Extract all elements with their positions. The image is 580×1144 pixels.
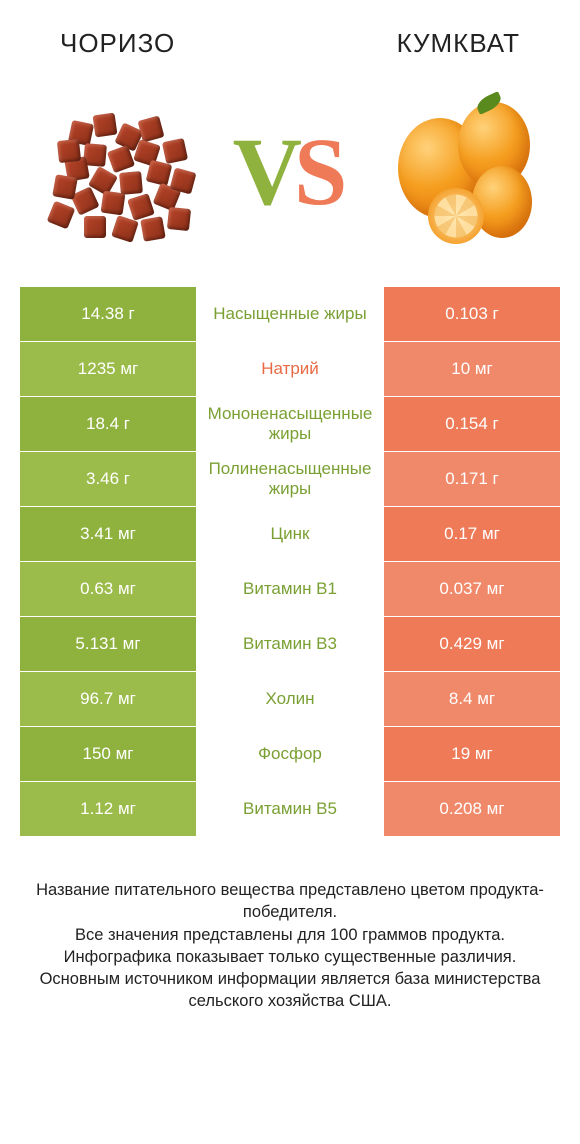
nutrient-name: Мононенасыщенные жиры [196,397,384,451]
table-row: 150 мгФосфор19 мг [20,727,560,782]
footer-line: Название питательного вещества представл… [26,879,554,924]
nutrient-name: Витамин B1 [196,562,384,616]
nutrient-name: Цинк [196,507,384,561]
left-value: 1235 мг [20,342,196,396]
right-value: 0.037 мг [384,562,560,616]
left-value: 150 мг [20,727,196,781]
table-row: 1.12 мгВитамин B50.208 мг [20,782,560,837]
footer-line: Инфографика показывает только существенн… [26,946,554,968]
vs-v-letter: V [233,124,302,220]
left-value: 14.38 г [20,287,196,341]
left-value: 5.131 мг [20,617,196,671]
footer-notes: Название питательного вещества представл… [0,837,580,1013]
left-food-title: ЧОРИЗО [60,28,175,59]
right-value: 0.154 г [384,397,560,451]
left-value: 18.4 г [20,397,196,451]
nutrient-name: Насыщенные жиры [196,287,384,341]
right-value: 0.103 г [384,287,560,341]
left-value: 1.12 мг [20,782,196,836]
right-value: 10 мг [384,342,560,396]
table-row: 96.7 мгХолин8.4 мг [20,672,560,727]
table-row: 5.131 мгВитамин B30.429 мг [20,617,560,672]
footer-line: Все значения представлены для 100 граммо… [26,924,554,946]
right-value: 19 мг [384,727,560,781]
table-row: 18.4 гМононенасыщенные жиры0.154 г [20,397,560,452]
table-row: 1235 мгНатрий10 мг [20,342,560,397]
table-row: 3.41 мгЦинк0.17 мг [20,507,560,562]
right-value: 0.171 г [384,452,560,506]
right-value: 8.4 мг [384,672,560,726]
right-value: 0.208 мг [384,782,560,836]
left-value: 0.63 мг [20,562,196,616]
left-value: 3.41 мг [20,507,196,561]
vs-label: V S [233,124,348,220]
chorizo-image [40,92,200,252]
vs-s-letter: S [294,124,347,220]
table-row: 14.38 гНасыщенные жиры0.103 г [20,287,560,342]
table-row: 0.63 мгВитамин B10.037 мг [20,562,560,617]
nutrient-name: Натрий [196,342,384,396]
kumquat-image [380,92,540,252]
right-value: 0.17 мг [384,507,560,561]
left-value: 3.46 г [20,452,196,506]
right-food-title: КУМКВАТ [397,28,520,59]
header: ЧОРИЗО КУМКВАТ [0,0,580,77]
nutrient-name: Фосфор [196,727,384,781]
nutrient-name: Витамин B5 [196,782,384,836]
nutrient-name: Холин [196,672,384,726]
right-value: 0.429 мг [384,617,560,671]
comparison-table: 14.38 гНасыщенные жиры0.103 г1235 мгНатр… [0,287,580,837]
table-row: 3.46 гПолиненасыщенные жиры0.171 г [20,452,560,507]
hero-row: V S [0,77,580,277]
nutrient-name: Полиненасыщенные жиры [196,452,384,506]
nutrient-name: Витамин B3 [196,617,384,671]
left-value: 96.7 мг [20,672,196,726]
footer-line: Основным источником информации является … [26,968,554,1013]
